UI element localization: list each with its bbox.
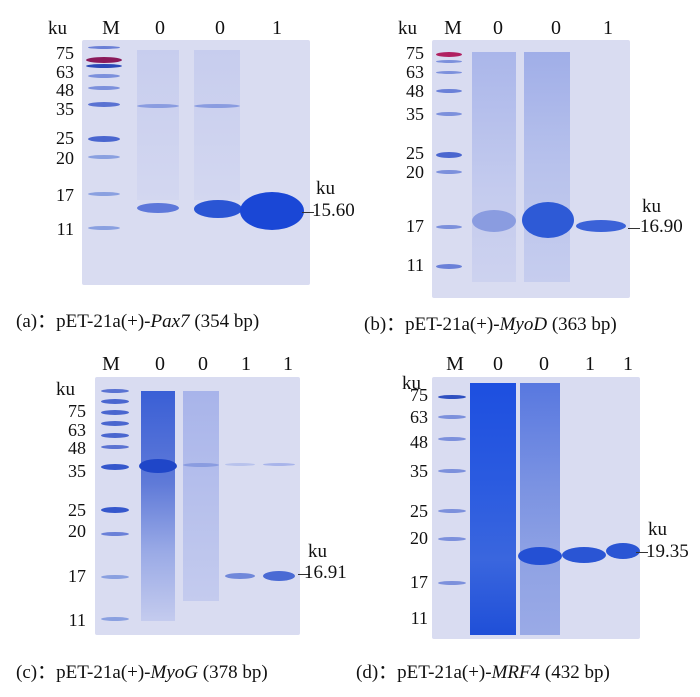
mw-17: 17	[56, 185, 74, 205]
mw-63: 63	[56, 62, 74, 82]
lane-label-3: 1	[585, 353, 595, 375]
caption-suffix: (378 bp)	[198, 662, 268, 683]
panel-c: M 0 0 1 1 ku 75 63 48 35 25 20 17 11 ku …	[0, 345, 350, 697]
mw-17: 17	[68, 566, 86, 586]
caption-gene: MyoG	[150, 662, 198, 683]
caption-gene: Pax7	[150, 311, 190, 332]
gel-image	[432, 40, 630, 298]
panel-caption: (d)：pET-21a(+)-MRF4 (432 bp)	[356, 657, 610, 684]
mw-11: 11	[406, 255, 424, 275]
mw-48: 48	[406, 81, 424, 101]
mw-20: 20	[410, 528, 428, 548]
band-unit-label: ku	[648, 519, 667, 540]
panel-caption: (b)：pET-21a(+)-MyoD (363 bp)	[364, 309, 617, 336]
caption-prefix: (b)：pET-21a(+)-	[364, 314, 500, 335]
mw-63: 63	[68, 420, 86, 440]
panel-a: ku M 0 0 1 75 63 48 35 25 20 17 11 ku 15…	[0, 0, 355, 345]
band-unit-label: ku	[308, 541, 327, 562]
lane-label-2: 0	[539, 353, 549, 375]
mw-17: 17	[406, 216, 424, 236]
band-tick	[298, 574, 310, 575]
band-size-label: 16.91	[304, 562, 347, 583]
mw-25: 25	[410, 501, 428, 521]
lane-label-4: 1	[623, 353, 633, 375]
caption-suffix: (363 bp)	[547, 314, 617, 335]
gel-image	[95, 377, 300, 635]
mw-75: 75	[410, 385, 428, 405]
band-size-label: 15.60	[312, 200, 355, 221]
mw-35: 35	[68, 461, 86, 481]
lane-label-1: 0	[493, 353, 503, 375]
lane-label-1: 0	[155, 353, 165, 375]
panel-d: M 0 0 1 1 ku 75 63 48 35 25 20 17 11 ku …	[350, 345, 700, 697]
lane-label-3: 1	[272, 17, 282, 39]
lane-label-1: 0	[155, 17, 165, 39]
mw-25: 25	[406, 143, 424, 163]
lane-label-2: 0	[198, 353, 208, 375]
panel-b: ku M 0 0 1 75 63 48 35 25 20 17 11 ku 16…	[350, 0, 700, 345]
lane-label-1: 0	[493, 17, 503, 39]
lane-label-3: 1	[241, 353, 251, 375]
band-size-label: 16.90	[640, 216, 683, 237]
band-tick	[636, 552, 648, 553]
lane-label-4: 1	[283, 353, 293, 375]
caption-suffix: (432 bp)	[540, 662, 610, 683]
mw-20: 20	[406, 162, 424, 182]
mw-25: 25	[68, 500, 86, 520]
panel-caption: (c)：pET-21a(+)-MyoG (378 bp)	[16, 657, 268, 684]
mw-11: 11	[56, 219, 74, 239]
mw-63: 63	[410, 407, 428, 427]
mw-75: 75	[56, 43, 74, 63]
gel-image	[432, 377, 640, 639]
mw-35: 35	[410, 461, 428, 481]
caption-gene: MRF4	[491, 662, 541, 683]
mw-11: 11	[410, 608, 428, 628]
caption-prefix: (d)：pET-21a(+)-	[356, 662, 492, 683]
ku-axis-label: ku	[398, 18, 417, 39]
caption-suffix: (354 bp)	[189, 311, 260, 332]
mw-48: 48	[68, 438, 86, 458]
ku-axis-label: ku	[402, 373, 421, 394]
lane-label-m: M	[102, 17, 120, 39]
mw-20: 20	[68, 521, 86, 541]
mw-20: 20	[56, 148, 74, 168]
band-tick	[628, 228, 640, 229]
mw-11: 11	[68, 610, 86, 630]
ku-axis-label: ku	[56, 379, 75, 400]
lane-label-m: M	[102, 353, 120, 375]
panel-caption: (a)：pET-21a(+)-Pax7 (354 bp)	[16, 306, 259, 333]
band-unit-label: ku	[642, 196, 661, 217]
caption-gene: MyoD	[499, 314, 548, 335]
mw-48: 48	[410, 432, 428, 452]
ku-axis-label: ku	[48, 18, 67, 39]
lane-label-3: 1	[603, 17, 613, 39]
mw-17: 17	[410, 572, 428, 592]
caption-prefix: (a)：pET-21a(+)-	[16, 311, 151, 332]
band-tick	[302, 212, 314, 213]
lane-label-m: M	[446, 353, 464, 375]
mw-25: 25	[56, 128, 74, 148]
band-size-label: 19.35	[646, 541, 689, 562]
mw-48: 48	[56, 80, 74, 100]
gel-image	[82, 40, 310, 285]
caption-prefix: (c)：pET-21a(+)-	[16, 662, 151, 683]
lane-label-m: M	[444, 17, 462, 39]
mw-75: 75	[406, 43, 424, 63]
mw-63: 63	[406, 62, 424, 82]
mw-35: 35	[56, 99, 74, 119]
mw-35: 35	[406, 104, 424, 124]
lane-label-2: 0	[551, 17, 561, 39]
mw-75: 75	[68, 401, 86, 421]
band-unit-label: ku	[316, 178, 335, 199]
lane-label-2: 0	[215, 17, 225, 39]
